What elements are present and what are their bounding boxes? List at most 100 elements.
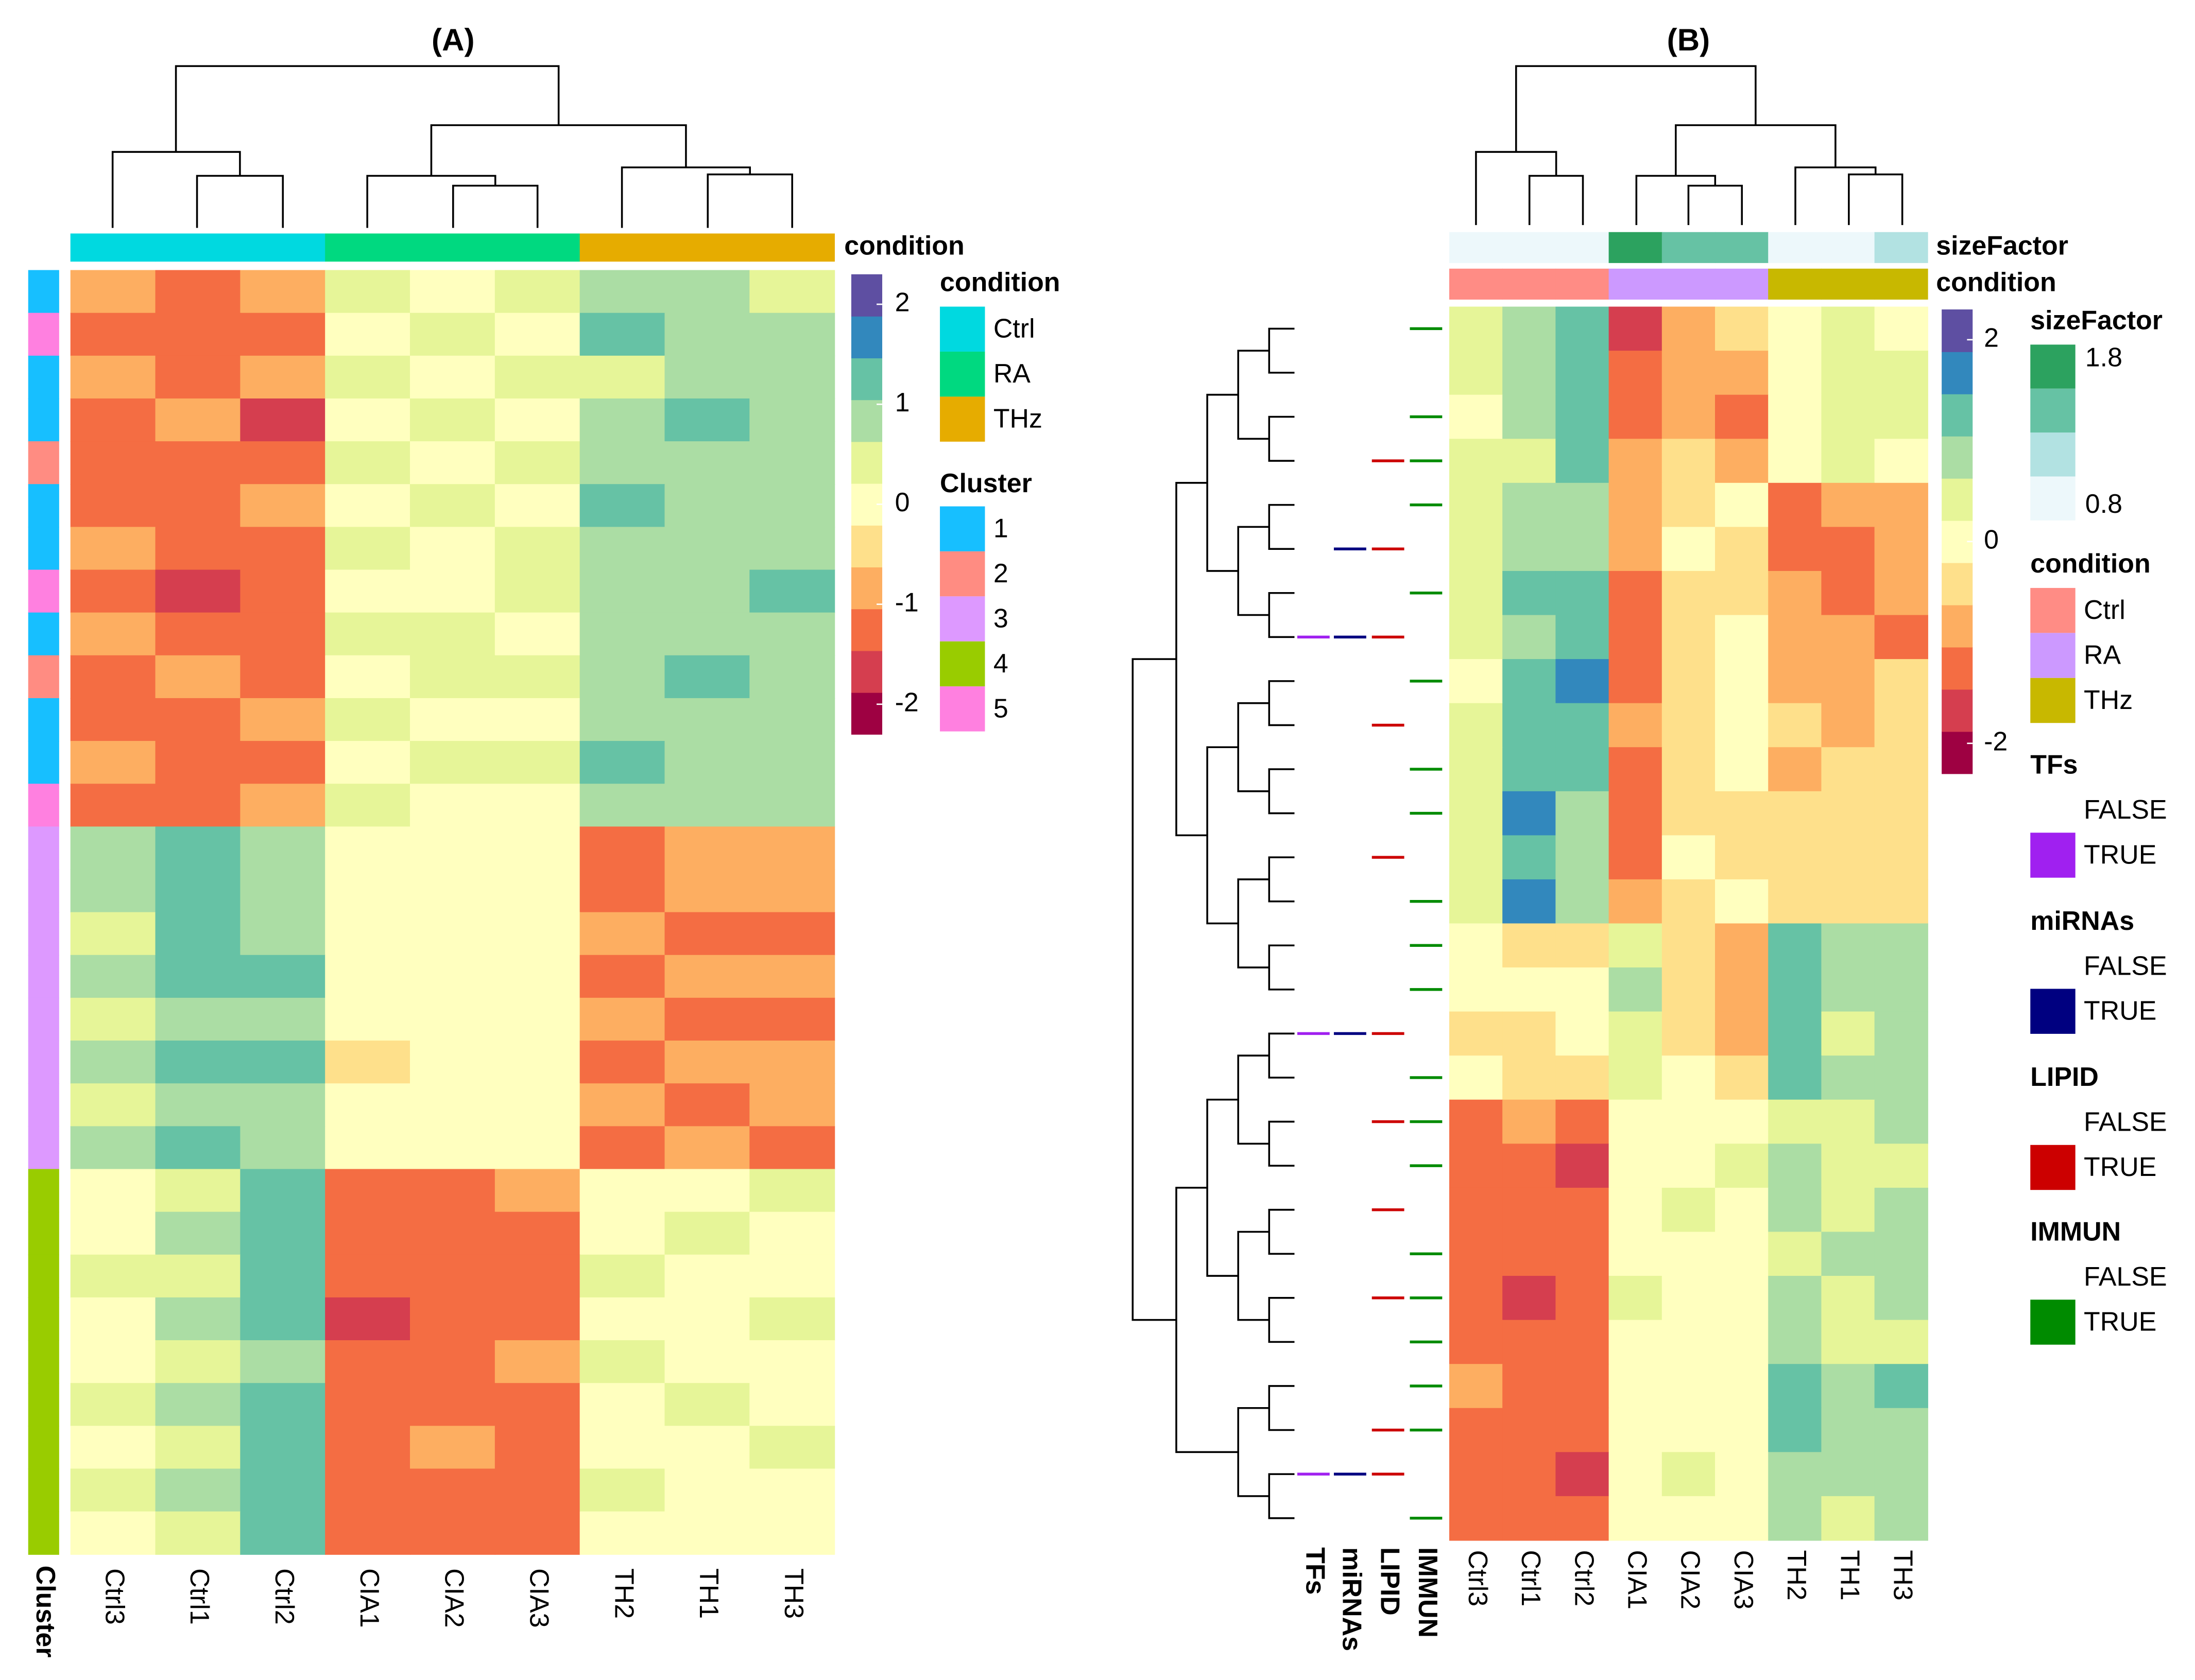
heatmap-cell (1821, 1055, 1875, 1100)
heatmap-cell (1608, 351, 1662, 395)
heatmap-cell (749, 997, 835, 1042)
heatmap-cell (1768, 835, 1822, 880)
heatmap-cell (1821, 747, 1875, 792)
heatmap-cell (70, 912, 156, 956)
heatmap-cell (1608, 570, 1662, 616)
heatmap-cell (1661, 394, 1716, 440)
heatmap-cell (749, 355, 835, 400)
heatmap-cell (579, 1083, 665, 1127)
color-scale-tick-label: -1 (895, 587, 919, 617)
heatmap-cell (664, 527, 750, 570)
heatmap-cell (1449, 527, 1503, 572)
heatmap-cell (70, 826, 156, 870)
legend-swatch (940, 396, 985, 442)
heatmap-cell (70, 441, 156, 485)
column-dendrogram (1475, 65, 1904, 226)
legend-title: sizeFactor (2030, 305, 2163, 335)
heatmap-cell (494, 1511, 580, 1555)
heatmap-cell (155, 1211, 241, 1255)
heatmap-cell (664, 869, 750, 913)
heatmap-cell (1874, 1364, 1928, 1409)
annotation-label: Cluster (31, 1566, 61, 1658)
heatmap-cell (1768, 394, 1822, 440)
heatmap-cell (1502, 1144, 1556, 1189)
color-scale-swatch (1942, 604, 1973, 648)
heatmap-cell (494, 741, 580, 785)
heatmap-cell (1502, 659, 1556, 704)
column-annotation-cell (410, 233, 495, 262)
annotation-label: IMMUN (1413, 1547, 1443, 1638)
heatmap-cell (155, 1254, 241, 1298)
color-scale-swatch (851, 274, 883, 317)
heatmap-cell (155, 1041, 241, 1084)
heatmap-cell (1555, 923, 1609, 968)
legend-label: FALSE (2084, 950, 2167, 980)
heatmap-cell (1608, 439, 1662, 483)
row-annotation-mark (1371, 1473, 1404, 1476)
heatmap-cell (1608, 394, 1662, 440)
heatmap-cell (240, 826, 326, 870)
heatmap-cell (155, 270, 241, 314)
heatmap-cell (1661, 923, 1716, 968)
heatmap-cell (1715, 967, 1769, 1012)
heatmap-cell (1555, 1187, 1609, 1233)
heatmap-cell (1715, 1187, 1769, 1233)
legend-swatch (2030, 1145, 2076, 1190)
heatmap-cell (1661, 1055, 1716, 1100)
heatmap-cell (1502, 1408, 1556, 1453)
row-annotation-mark (1333, 1473, 1366, 1476)
color-scale-swatch (1942, 689, 1973, 732)
heatmap-cell (1661, 351, 1716, 395)
heatmap-cell (325, 869, 411, 913)
column-label: Ctrl2 (270, 1568, 300, 1625)
heatmap-cell (240, 1511, 326, 1555)
row-annotation-cell (28, 826, 59, 870)
heatmap-cell (749, 398, 835, 442)
legend-swatch (2030, 1300, 2076, 1345)
heatmap-cell (1608, 747, 1662, 792)
heatmap-cell (70, 869, 156, 913)
heatmap-cell (579, 441, 665, 485)
heatmap-cell (664, 398, 750, 442)
heatmap-cell (749, 869, 835, 913)
heatmap-cell (240, 655, 326, 699)
heatmap-cell (155, 1297, 241, 1341)
heatmap-cell (325, 313, 411, 356)
heatmap-cell (410, 741, 495, 785)
column-label: TH1 (694, 1568, 724, 1619)
heatmap-cell (1555, 439, 1609, 483)
heatmap-cell (1502, 527, 1556, 572)
heatmap-cell (70, 1126, 156, 1170)
column-annotation-cell (664, 233, 750, 262)
heatmap-cell (579, 1511, 665, 1555)
heatmap-cell (1768, 1496, 1822, 1541)
heatmap-cell (1661, 1144, 1716, 1189)
heatmap-cell (664, 1169, 750, 1213)
heatmap-cell (155, 826, 241, 870)
heatmap-cell (1661, 791, 1716, 836)
heatmap-cell (1449, 1187, 1503, 1233)
heatmap-cell (240, 1468, 326, 1512)
row-annotation-mark (1371, 1120, 1404, 1123)
color-scale-swatch (851, 609, 883, 651)
column-label: TH3 (1889, 1550, 1918, 1601)
row-annotation-cell (28, 1426, 59, 1469)
heatmap-cell (1502, 615, 1556, 660)
heatmap-cell (1661, 527, 1716, 572)
heatmap-cell (1555, 967, 1609, 1012)
heatmap-cell (240, 997, 326, 1042)
heatmap-cell (1608, 1232, 1662, 1277)
heatmap-cell (1874, 879, 1928, 924)
heatmap-cell (1555, 879, 1609, 924)
heatmap-cell (749, 1340, 835, 1384)
legend-swatch (940, 351, 985, 397)
heatmap-cell (494, 398, 580, 442)
heatmap-cell (410, 612, 495, 656)
heatmap-cell (1555, 394, 1609, 440)
row-annotation-cell (28, 527, 59, 570)
row-annotation-cell (28, 313, 59, 356)
column-annotation-cell (1555, 268, 1609, 300)
heatmap-cell (240, 484, 326, 528)
heatmap-cell (410, 997, 495, 1042)
heatmap-cell (325, 1041, 411, 1084)
